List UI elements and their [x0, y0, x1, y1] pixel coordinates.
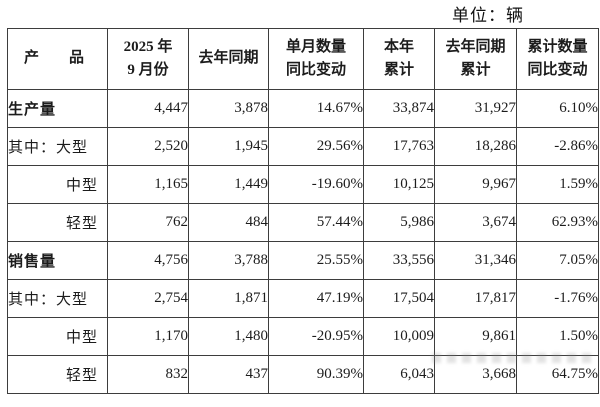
- cell-value: 4,447: [107, 89, 189, 128]
- header-product: 产 品: [7, 28, 108, 90]
- row-label: 轻型: [7, 355, 108, 394]
- cell-value: 2,520: [107, 127, 189, 166]
- row-label: 生产量: [7, 89, 108, 128]
- unit-label: 单位：辆: [452, 6, 524, 25]
- header-line: 9 月份: [127, 62, 169, 78]
- cell-value: -1.76%: [516, 279, 599, 318]
- cell-value: 6,043: [363, 355, 435, 394]
- cell-value: 6.10%: [516, 89, 599, 128]
- cell-value: 4,756: [107, 241, 189, 280]
- cell-value: -2.86%: [516, 127, 599, 166]
- table-row-sales-light: 轻型 832 437 90.39% 6,043 3,668 64.75%: [7, 355, 599, 394]
- header-line: 累计: [460, 62, 491, 78]
- header-last-year-same-period: 去年同期: [188, 28, 269, 90]
- cell-value: 1,871: [188, 279, 269, 318]
- cell-value: 17,504: [363, 279, 435, 318]
- row-label: 中型: [7, 317, 108, 356]
- cell-value: 7.05%: [516, 241, 599, 280]
- cell-value: 437: [188, 355, 269, 394]
- cell-value: 57.44%: [268, 203, 364, 242]
- cell-value: 3,674: [434, 203, 517, 242]
- header-ytd-total: 本年 累计: [363, 28, 435, 90]
- header-monthly-yoy-change: 单月数量 同比变动: [268, 28, 364, 90]
- header-line: 单月数量: [285, 38, 346, 55]
- cell-value: 3,788: [188, 241, 269, 280]
- header-current-month: 2025 年 9 月份: [107, 28, 189, 90]
- cell-value: 1,170: [107, 317, 189, 356]
- table-row-sales-large: 其中：大型 2,754 1,871 47.19% 17,504 17,817 -…: [7, 279, 599, 318]
- header-line: 同比变动: [527, 62, 588, 78]
- cell-value: -19.60%: [268, 165, 364, 204]
- cell-value: 62.93%: [516, 203, 599, 242]
- header-last-year-ytd-total: 去年同期 累计: [434, 28, 517, 90]
- header-line: 去年同期: [198, 50, 259, 67]
- table-row-production-large: 其中：大型 2,520 1,945 29.56% 17,763 18,286 -…: [7, 127, 599, 166]
- cell-value: 31,927: [434, 89, 517, 128]
- header-product-label: 产 品: [24, 50, 85, 67]
- cell-value: 33,874: [363, 89, 435, 128]
- cell-value: 484: [188, 203, 269, 242]
- cell-value: 1,480: [188, 317, 269, 356]
- cell-value: 832: [107, 355, 189, 394]
- cell-value: 1.50%: [516, 317, 599, 356]
- header-line: 累计数量: [527, 38, 588, 55]
- cell-value: 2,754: [107, 279, 189, 318]
- header-line: 2025 年: [123, 38, 173, 55]
- cell-value: 64.75%: [516, 355, 599, 394]
- row-label: 中型: [7, 165, 108, 204]
- cell-value: 1,945: [188, 127, 269, 166]
- cell-value: 1.59%: [516, 165, 599, 204]
- cell-value: 18,286: [434, 127, 517, 166]
- cell-value: 31,346: [434, 241, 517, 280]
- cell-value: 90.39%: [268, 355, 364, 394]
- header-line: 累计: [383, 62, 414, 78]
- cell-value: 3,668: [434, 355, 517, 394]
- row-label: 轻型: [7, 203, 108, 242]
- cell-value: 25.55%: [268, 241, 364, 280]
- table-row-production-medium: 中型 1,165 1,449 -19.60% 10,125 9,967 1.59…: [7, 165, 599, 204]
- row-label: 其中：大型: [7, 279, 108, 318]
- table-row-sales-medium: 中型 1,170 1,480 -20.95% 10,009 9,861 1.50…: [7, 317, 599, 356]
- cell-value: 9,967: [434, 165, 517, 204]
- table-header-row: 产 品 2025 年 9 月份 去年同期 单月数量 同比变动 本年 累计 去年同…: [7, 28, 599, 90]
- header-cumulative-yoy-change: 累计数量 同比变动: [516, 28, 599, 90]
- cell-value: 17,817: [434, 279, 517, 318]
- production-sales-table: 产 品 2025 年 9 月份 去年同期 单月数量 同比变动 本年 累计 去年同…: [7, 28, 599, 394]
- table-row-production-total: 生产量 4,447 3,878 14.67% 33,874 31,927 6.1…: [7, 89, 599, 128]
- header-line: 同比变动: [285, 62, 346, 78]
- table-row-production-light: 轻型 762 484 57.44% 5,986 3,674 62.93%: [7, 203, 599, 242]
- cell-value: 5,986: [363, 203, 435, 242]
- row-label: 销售量: [7, 241, 108, 280]
- cell-value: 10,009: [363, 317, 435, 356]
- cell-value: 33,556: [363, 241, 435, 280]
- cell-value: 14.67%: [268, 89, 364, 128]
- table-row-sales-total: 销售量 4,756 3,788 25.55% 33,556 31,346 7.0…: [7, 241, 599, 280]
- cell-value: 1,165: [107, 165, 189, 204]
- cell-value: 762: [107, 203, 189, 242]
- cell-value: 1,449: [188, 165, 269, 204]
- cell-value: 17,763: [363, 127, 435, 166]
- cell-value: 29.56%: [268, 127, 364, 166]
- row-label: 其中：大型: [7, 127, 108, 166]
- cell-value: 10,125: [363, 165, 435, 204]
- cell-value: 47.19%: [268, 279, 364, 318]
- cell-value: 3,878: [188, 89, 269, 128]
- header-line: 去年同期: [445, 38, 506, 55]
- cell-value: -20.95%: [268, 317, 364, 356]
- cell-value: 9,861: [434, 317, 517, 356]
- header-line: 本年: [383, 38, 414, 55]
